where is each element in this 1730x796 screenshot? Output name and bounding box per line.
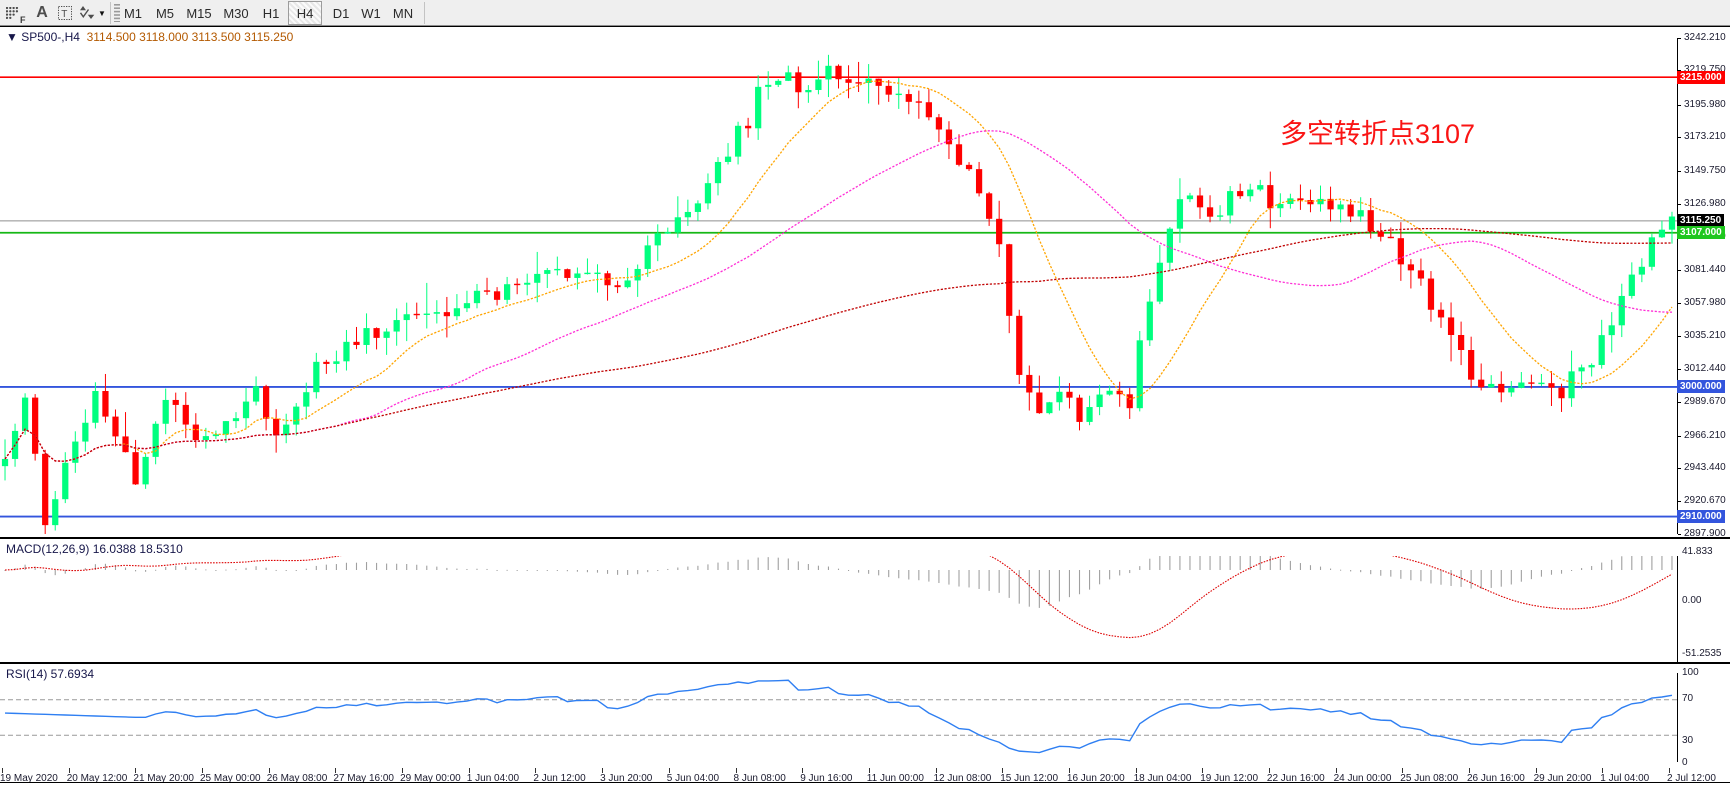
svg-text:T: T bbox=[61, 9, 67, 20]
